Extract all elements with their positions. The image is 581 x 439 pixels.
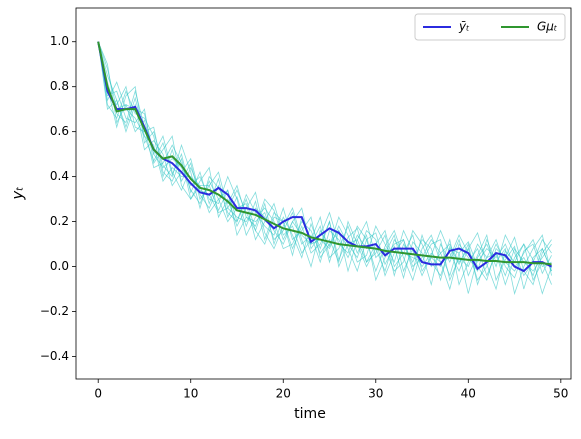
- y-tick-label: 1.0: [50, 34, 69, 48]
- x-tick-label: 40: [461, 387, 476, 401]
- y-tick-label: 0.6: [50, 124, 69, 138]
- sample-path: [97, 41, 552, 282]
- x-tick-label: 20: [276, 387, 291, 401]
- y-tick-label: 0.0: [50, 259, 69, 273]
- legend-label: ȳₜ: [458, 20, 470, 34]
- y-tick-label: −0.2: [40, 304, 69, 318]
- x-tick-label: 50: [553, 387, 568, 401]
- series-line: [97, 41, 553, 273]
- x-tick-label: 10: [183, 387, 198, 401]
- sample-path: [97, 41, 552, 287]
- x-tick-label: 0: [94, 387, 102, 401]
- legend-box: [414, 13, 566, 41]
- series-line: [97, 41, 552, 266]
- y-tick-label: 0.8: [50, 79, 69, 93]
- sample-path: [97, 41, 552, 296]
- sample-path: [97, 41, 552, 294]
- y-tick-label: 0.2: [50, 214, 69, 228]
- y-tick-label: 0.4: [50, 169, 69, 183]
- y-tick-label: −0.4: [40, 349, 69, 363]
- legend-label: Gμₜ: [537, 20, 558, 34]
- y-axis-label: yₜ: [9, 186, 27, 200]
- x-tick-label: 30: [368, 387, 383, 401]
- x-axis-label: time: [294, 406, 326, 422]
- plot-frame: [75, 7, 572, 380]
